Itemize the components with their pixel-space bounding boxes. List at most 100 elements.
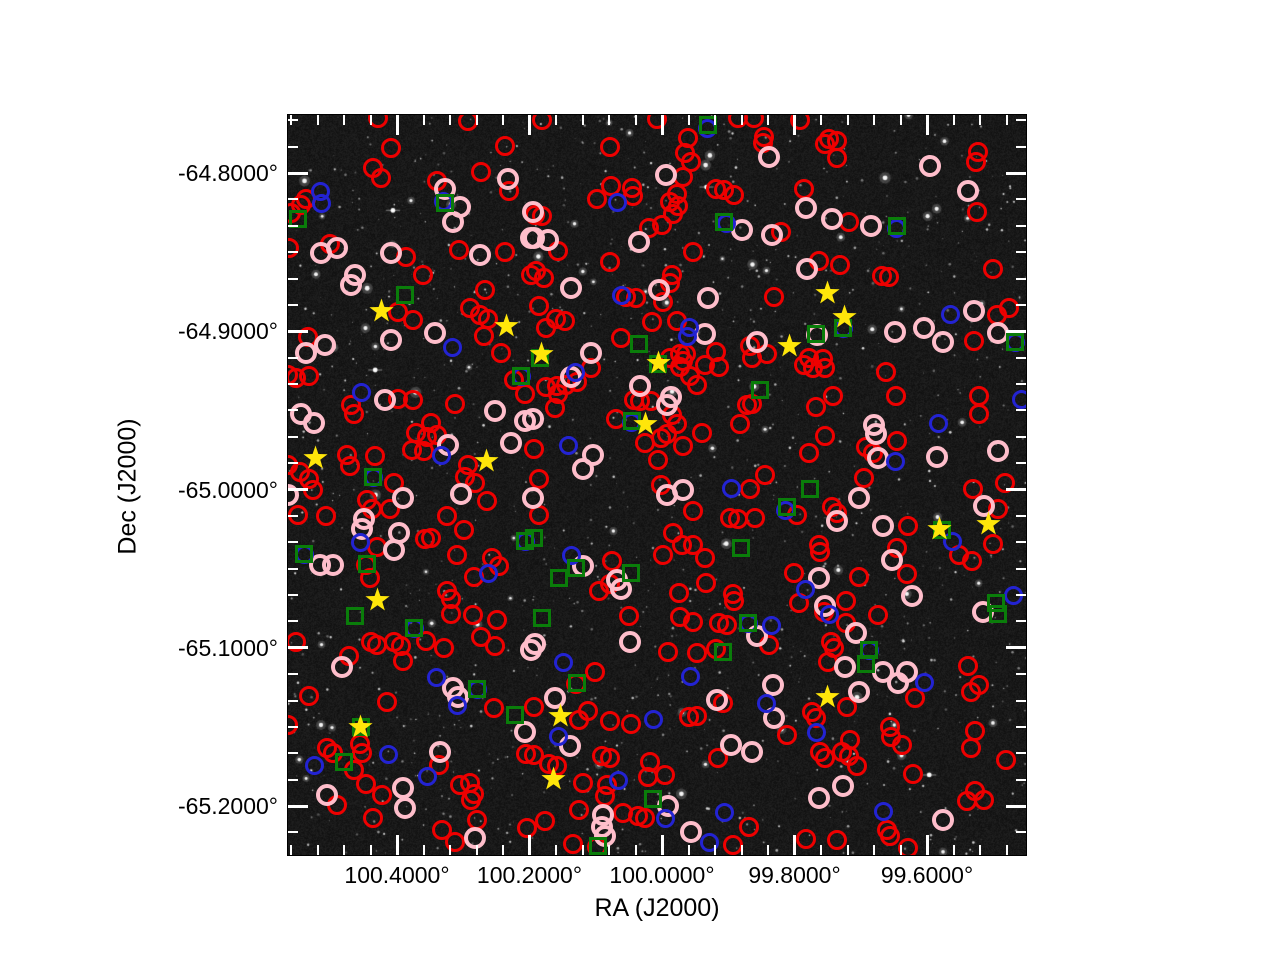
pink-circles-marker [628, 231, 650, 253]
red-circles-marker [799, 443, 819, 463]
red-circles-marker [709, 357, 729, 377]
blue-circles-marker [558, 435, 578, 455]
tick-mark [528, 835, 531, 855]
red-circles-marker [445, 832, 465, 852]
tick-mark [1016, 594, 1026, 596]
tick-mark [952, 845, 955, 855]
tick-mark [395, 115, 399, 135]
red-circles-marker [868, 605, 888, 625]
red-circles-marker [487, 610, 507, 630]
tick-mark [288, 409, 298, 412]
blue-circles-marker [819, 604, 839, 624]
tick-mark [793, 835, 796, 855]
red-circles-marker [815, 426, 835, 446]
red-circles-marker [810, 542, 830, 562]
tick-mark [555, 845, 557, 855]
tick-mark [846, 115, 849, 125]
red-circles-marker [784, 563, 804, 583]
red-circles-marker [437, 506, 457, 526]
green-squares-marker [550, 569, 568, 587]
green-squares-marker [512, 367, 530, 385]
pink-circles-marker [913, 317, 935, 339]
pink-circles-marker [316, 784, 338, 806]
red-circles-marker [647, 115, 667, 129]
tick-mark [288, 383, 298, 385]
tick-mark [316, 845, 319, 855]
tick-mark [1006, 804, 1026, 808]
red-circles-marker [777, 725, 797, 745]
yellow-stars-marker [368, 298, 394, 321]
tick-mark [899, 845, 902, 855]
blue-circles-marker [447, 695, 467, 715]
tick-mark [288, 541, 298, 544]
blue-circles-marker [304, 755, 324, 775]
tick-mark [660, 835, 664, 855]
tick-mark [1016, 725, 1026, 728]
tick-mark [288, 145, 298, 148]
pink-circles-marker [919, 155, 941, 177]
pink-circles-marker [464, 827, 486, 849]
red-circles-marker [794, 179, 814, 199]
red-circles-marker [288, 632, 306, 652]
pink-circles-marker [845, 622, 867, 644]
tick-mark [288, 567, 298, 570]
tick-mark [1005, 115, 1008, 125]
yellow-stars-marker [473, 448, 499, 471]
x-axis-title: RA (J2000) [594, 894, 720, 922]
blue-circles-marker [478, 563, 498, 583]
red-circles-marker [524, 745, 544, 765]
red-circles-marker [764, 287, 784, 307]
blue-circles-marker [426, 667, 446, 687]
tick-mark [288, 620, 298, 623]
blue-circles-marker [311, 193, 331, 213]
red-circles-marker [638, 767, 658, 787]
tick-mark [288, 303, 298, 306]
red-circles-marker [635, 433, 655, 453]
red-circles-marker [958, 656, 978, 676]
red-circles-marker [827, 830, 847, 850]
pink-circles-marker [872, 515, 894, 537]
pink-circles-marker [887, 672, 909, 694]
tick-mark [1016, 224, 1026, 227]
pink-circles-marker [392, 487, 414, 509]
yellow-stars-marker [814, 684, 840, 707]
blue-circles-marker [677, 326, 697, 346]
green-squares-marker [714, 643, 732, 661]
blue-circles-marker [431, 445, 451, 465]
tick-mark [1016, 251, 1026, 254]
pink-circles-marker [380, 242, 402, 264]
red-circles-marker [897, 564, 917, 584]
red-circles-marker [879, 267, 899, 287]
blue-circles-marker [607, 192, 627, 212]
green-squares-marker [739, 614, 757, 632]
tick-mark [767, 115, 769, 125]
red-circles-marker [823, 386, 843, 406]
x-tick-label: 100.2000° [476, 862, 583, 888]
green-squares-marker [732, 539, 750, 557]
tick-mark [740, 845, 743, 855]
red-circles-marker [739, 817, 759, 837]
pink-circles-marker [450, 483, 472, 505]
tick-mark [660, 115, 664, 135]
red-circles-marker [621, 714, 641, 734]
red-circles-marker [969, 404, 989, 424]
pink-circles-marker [331, 656, 353, 678]
red-circles-marker [692, 423, 712, 443]
tick-mark [316, 115, 319, 125]
red-circles-marker [461, 790, 481, 810]
tick-mark [714, 115, 716, 125]
pink-circles-marker [808, 567, 830, 589]
red-circles-marker [983, 534, 1003, 554]
tick-mark [288, 198, 298, 201]
red-circles-marker [589, 581, 609, 601]
tick-mark [343, 115, 345, 125]
tick-mark [288, 224, 298, 227]
red-circles-marker [595, 786, 615, 806]
pink-circles-marker [340, 274, 362, 296]
blue-circles-marker [942, 531, 962, 551]
red-circles-marker [288, 715, 298, 735]
yellow-stars-marker [547, 703, 573, 726]
pink-circles-marker [758, 146, 780, 168]
tick-mark [581, 845, 584, 855]
